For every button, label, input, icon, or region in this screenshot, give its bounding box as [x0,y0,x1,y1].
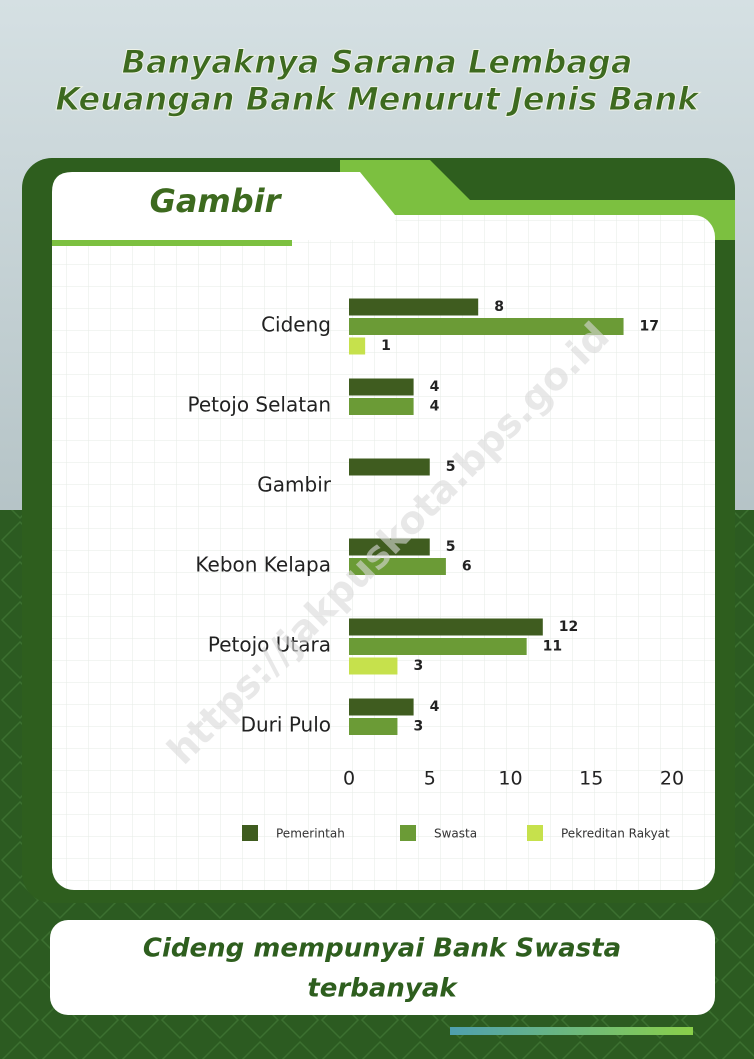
value-label: 3 [413,658,423,674]
value-label: 4 [430,699,440,715]
infographic: Banyaknya Sarana Lembaga Keuangan Bank M… [0,0,754,1059]
bar [349,338,365,355]
x-tick-label: 10 [498,768,522,790]
legend-swatch [242,825,258,841]
bar [349,379,414,396]
legend-swatch [527,825,543,841]
bar [349,459,430,476]
y-tick-label: Duri Pulo [241,713,331,737]
bar [349,619,543,636]
value-label: 5 [446,539,456,555]
y-tick-label: Cideng [261,313,331,337]
title-line: Banyaknya Sarana Lembaga [122,43,633,81]
legend-label: Pekreditan Rakyat [561,827,670,841]
y-tick-label: Petojo Selatan [188,393,331,417]
bar [349,299,478,316]
y-tick-label: Gambir [257,473,331,497]
tab-underline [52,240,292,246]
footer-bar [450,1027,693,1035]
value-label: 1 [381,338,391,354]
value-label: 3 [413,719,423,735]
value-label: 11 [543,639,562,655]
caption-line: terbanyak [307,974,458,1004]
value-label: 17 [640,319,659,335]
value-label: 6 [462,559,472,575]
chart-subtitle: Gambir [150,182,283,220]
value-label: 12 [559,619,578,635]
bar [349,718,397,735]
bar [349,398,414,415]
x-tick-label: 15 [579,768,603,790]
title-line: Keuangan Bank Menurut Jenis Bank [55,80,700,118]
value-label: 4 [430,379,440,395]
page: Banyaknya Sarana Lembaga Keuangan Bank M… [0,0,754,1059]
legend-label: Pemerintah [276,827,345,841]
legend-label: Swasta [434,827,477,841]
bar [349,699,414,716]
legend-swatch [400,825,416,841]
x-tick-label: 5 [424,768,436,790]
x-tick-label: 0 [343,768,355,790]
bar [349,638,527,655]
value-label: 4 [430,399,440,415]
x-tick-label: 20 [660,768,684,790]
value-label: 8 [494,299,504,315]
y-tick-label: Kebon Kelapa [195,553,331,577]
bar [349,658,397,675]
caption-line: Cideng mempunyai Bank Swasta [143,934,621,964]
